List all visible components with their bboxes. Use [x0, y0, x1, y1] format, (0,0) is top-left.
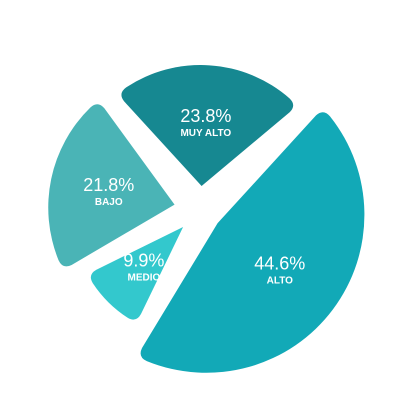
pie-slice-muy-alto	[121, 65, 294, 187]
pie-slice-group-medio	[90, 227, 184, 320]
slice-category-label: MUY ALTO	[180, 128, 231, 139]
slice-value-label: 44.6%	[254, 254, 305, 274]
slice-category-label: MEDIO	[128, 272, 161, 283]
pie-slice-medio	[90, 227, 184, 320]
pie-slice-bajo	[48, 104, 175, 267]
slice-value-label: 23.8%	[180, 106, 231, 126]
slice-value-label: 21.8%	[83, 175, 134, 195]
slices-layer	[48, 65, 365, 373]
slice-category-label: ALTO	[267, 276, 294, 287]
pie-slice-group-bajo	[48, 104, 175, 267]
slice-value-label: 9.9%	[123, 250, 164, 270]
pie-slice-alto	[140, 112, 365, 373]
labels-layer: 23.8% MUY ALTO 44.6% ALTO 9.9% MEDIO 21.8% BAJO	[83, 106, 305, 287]
pie-slice-group-muy-alto	[121, 65, 294, 187]
pie-slice-group-alto	[140, 112, 365, 373]
slice-category-label: BAJO	[95, 197, 123, 208]
